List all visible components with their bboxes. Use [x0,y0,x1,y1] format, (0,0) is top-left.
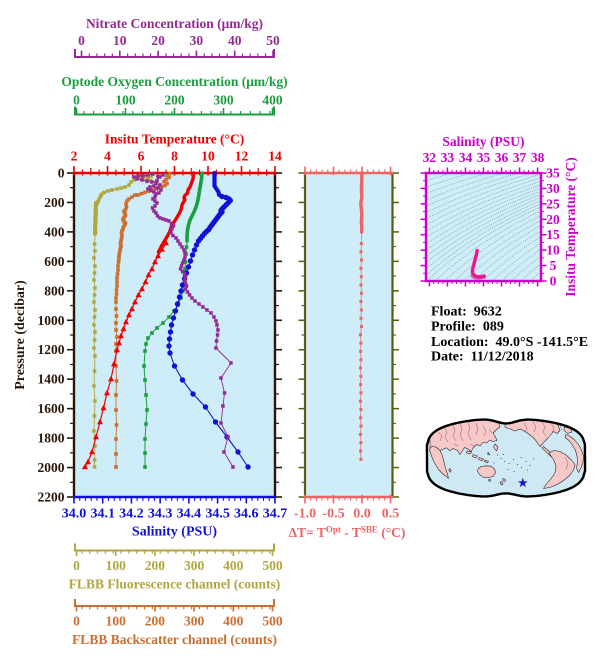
svg-text:Profile: 089: Profile: 089 [431,320,504,335]
svg-text:0: 0 [73,93,80,108]
svg-text:20: 20 [546,212,560,227]
svg-text:800: 800 [44,283,65,298]
svg-text:4: 4 [104,149,111,164]
svg-text:33: 33 [441,150,455,165]
svg-text:300: 300 [184,614,205,629]
svg-text:Insitu Temperature (°C): Insitu Temperature (°C) [563,157,578,296]
svg-text:38: 38 [531,150,545,165]
svg-text:0: 0 [78,33,85,48]
svg-text:500: 500 [262,558,283,573]
svg-text:50: 50 [266,33,280,48]
svg-text:200: 200 [145,558,166,573]
svg-text:34.2: 34.2 [119,507,144,522]
svg-text:6: 6 [138,149,145,164]
svg-text:FLBB Backscatter channel (coun: FLBB Backscatter channel (counts) [72,632,277,647]
svg-text:0.0: 0.0 [353,507,371,522]
svg-text:300: 300 [213,93,234,108]
svg-text:ΔT= TOpt - TSBE (°C): ΔT= TOpt - TSBE (°C) [289,525,406,541]
svg-text:30: 30 [190,33,204,48]
svg-text:1600: 1600 [38,401,65,416]
svg-text:10: 10 [546,243,560,258]
svg-text:500: 500 [262,614,283,629]
svg-text:34.6: 34.6 [234,507,259,522]
svg-text:0: 0 [58,166,65,181]
svg-text:100: 100 [106,614,127,629]
svg-text:1000: 1000 [38,313,65,328]
svg-text:300: 300 [184,558,205,573]
svg-text:1800: 1800 [38,431,65,446]
svg-text:14: 14 [268,149,282,164]
svg-text:34: 34 [459,150,473,165]
svg-text:34.0: 34.0 [62,507,87,522]
svg-text:Float: 9632: Float: 9632 [431,305,502,320]
svg-text:200: 200 [44,195,65,210]
svg-text:0: 0 [73,558,80,573]
svg-text:400: 400 [44,224,65,239]
svg-text:8: 8 [171,149,178,164]
svg-text:34.7: 34.7 [263,507,288,522]
svg-text:Salinity (PSU): Salinity (PSU) [132,525,218,540]
svg-text:Insitu Temperature (°C): Insitu Temperature (°C) [105,132,244,147]
svg-text:20: 20 [151,33,165,48]
svg-text:Nitrate Concentration (μm/kg): Nitrate Concentration (μm/kg) [86,16,263,31]
svg-text:34.4: 34.4 [177,507,202,522]
svg-text:Location: 49.0°S -141.5°E: Location: 49.0°S -141.5°E [431,335,588,350]
svg-text:12: 12 [235,149,249,164]
svg-text:600: 600 [44,254,65,269]
svg-text:Salinity (PSU): Salinity (PSU) [442,134,524,149]
svg-text:34.5: 34.5 [205,507,230,522]
svg-text:400: 400 [223,614,244,629]
svg-text:1400: 1400 [38,372,65,387]
svg-text:2200: 2200 [38,490,65,505]
svg-text:32: 32 [423,150,437,165]
svg-text:200: 200 [145,614,166,629]
svg-text:35: 35 [546,166,560,181]
svg-text:25: 25 [546,196,560,211]
svg-text:-0.5: -0.5 [322,507,344,522]
svg-text:Pressure (decibar): Pressure (decibar) [13,280,28,390]
svg-text:34.3: 34.3 [148,507,173,522]
svg-text:15: 15 [546,227,560,242]
svg-text:400: 400 [262,93,283,108]
svg-text:40: 40 [228,33,242,48]
svg-text:Optode Oxygen Concentration (μ: Optode Oxygen Concentration (μm/kg) [61,74,287,89]
svg-text:2000: 2000 [38,460,65,475]
svg-text:100: 100 [115,93,136,108]
svg-text:0: 0 [73,614,80,629]
svg-text:36: 36 [495,150,509,165]
svg-text:37: 37 [513,150,527,165]
svg-text:0.5: 0.5 [382,507,400,522]
svg-text:Date: 11/12/2018: Date: 11/12/2018 [431,350,534,365]
svg-text:0: 0 [550,274,557,289]
svg-text:400: 400 [223,558,244,573]
svg-text:10: 10 [113,33,127,48]
svg-text:-1.0: -1.0 [294,507,316,522]
svg-text:200: 200 [164,93,185,108]
svg-text:FLBB Fluorescence channel (cou: FLBB Fluorescence channel (counts) [69,577,281,592]
svg-text:5: 5 [550,258,557,273]
svg-text:100: 100 [106,558,127,573]
svg-text:2: 2 [71,149,78,164]
svg-text:34.1: 34.1 [90,507,115,522]
svg-text:35: 35 [477,150,491,165]
svg-text:10: 10 [201,149,215,164]
svg-text:30: 30 [546,181,560,196]
svg-text:1200: 1200 [38,342,65,357]
